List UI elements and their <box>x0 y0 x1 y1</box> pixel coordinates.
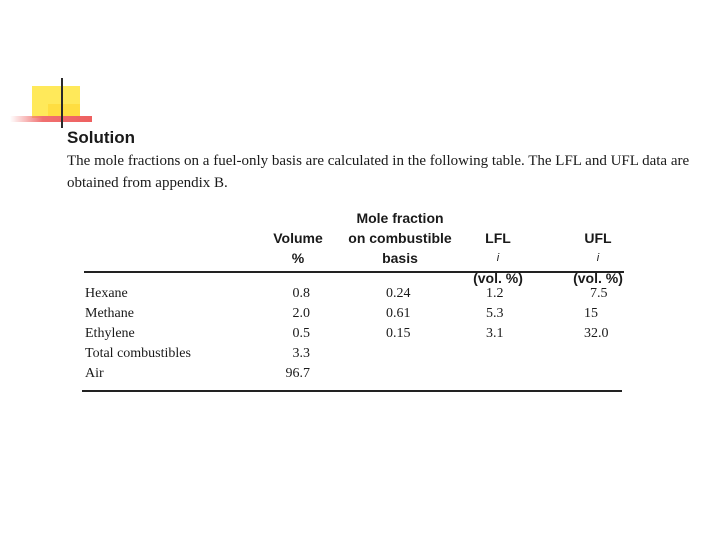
row-mole-fraction: 0.24 <box>386 286 411 301</box>
slide-accent-yellow-shade <box>48 104 80 116</box>
row-name: Air <box>85 366 104 381</box>
column-header-volume-line-1: Volume <box>273 230 323 246</box>
table-rule-top <box>84 271 624 273</box>
row-ufl: 7.5 <box>590 286 608 301</box>
row-volume: 96.7 <box>285 366 311 381</box>
column-header-lfl: LFL i (vol. %) <box>466 228 530 288</box>
column-header-lfl-line-1: LFL i <box>466 228 530 268</box>
row-ufl: 32.0 <box>584 326 609 341</box>
row-lfl: 3.1 <box>486 326 504 341</box>
row-name: Methane <box>85 306 134 321</box>
lfl-label: LFL <box>485 230 511 246</box>
column-header-lfl-unit: (vol. %) <box>473 270 523 286</box>
intro-paragraph: The mole fractions on a fuel-only basis … <box>67 153 690 191</box>
row-mole-fraction: 0.15 <box>386 326 411 341</box>
ufl-subscript: i <box>596 252 600 264</box>
ufl-label: UFL <box>584 230 612 246</box>
row-lfl: 1.2 <box>486 286 504 301</box>
column-header-volume: Volume % <box>266 228 330 268</box>
row-ufl: 15 <box>584 306 598 321</box>
column-header-mole-line-2: on combustible <box>348 230 452 246</box>
column-header-ufl: UFL i (vol. %) <box>566 228 630 288</box>
lfl-subscript: i <box>496 252 500 264</box>
table-row: Ethylene 0.5 0.15 3.1 32.0 <box>0 326 720 346</box>
row-name: Ethylene <box>85 326 135 341</box>
row-name: Total combustibles <box>85 346 191 361</box>
table-row: Total combustibles 3.3 <box>0 346 720 366</box>
section-heading: Solution <box>67 128 135 147</box>
column-header-ufl-line-1: UFL i <box>566 228 630 268</box>
column-header-volume-line-2: % <box>291 250 305 266</box>
slide-accent-vertical-line <box>61 78 63 128</box>
column-header-ufl-unit: (vol. %) <box>573 270 623 286</box>
row-name: Hexane <box>85 286 128 301</box>
table-rule-bottom <box>82 390 622 392</box>
row-lfl: 5.3 <box>486 306 504 321</box>
row-volume: 3.3 <box>292 346 311 361</box>
table-row: Air 96.7 <box>0 366 720 386</box>
table-row: Hexane 0.8 0.24 1.2 7.5 <box>0 286 720 306</box>
table-row: Methane 2.0 0.61 5.3 15 <box>0 306 720 326</box>
row-mole-fraction: 0.61 <box>386 306 411 321</box>
column-header-mole-line-1: Mole fraction <box>356 210 444 226</box>
slide-accent-red-bar <box>10 116 92 122</box>
row-volume: 2.0 <box>292 306 311 321</box>
column-header-mole-fraction: Mole fraction on combustible basis <box>340 208 460 268</box>
row-volume: 0.5 <box>292 326 311 341</box>
column-header-mole-line-3: basis <box>382 250 418 266</box>
row-volume: 0.8 <box>292 286 311 301</box>
